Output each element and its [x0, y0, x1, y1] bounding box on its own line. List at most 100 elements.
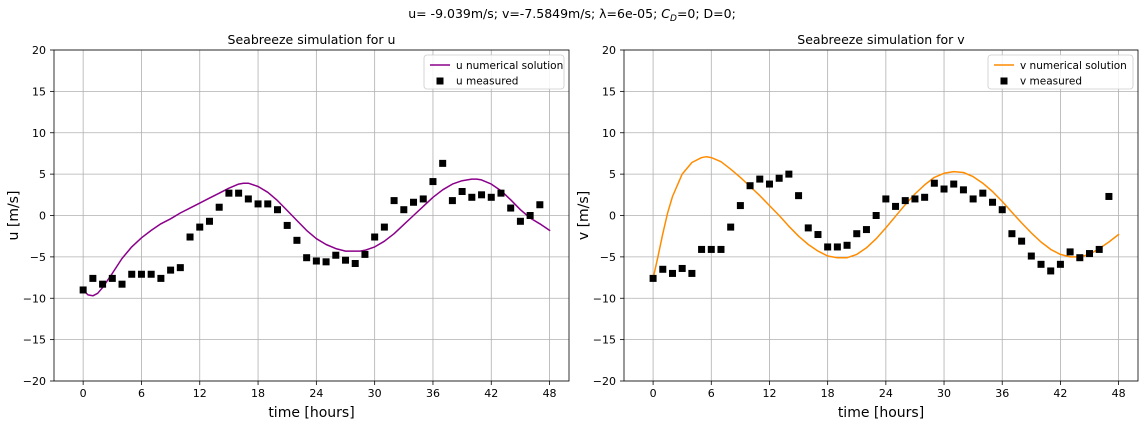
- u-x-tick-label: 12: [193, 387, 207, 400]
- v-measured-point: [1027, 252, 1035, 260]
- u-measured-point: [205, 217, 213, 225]
- u-measured-point: [293, 236, 301, 244]
- u-x-tick-label: 48: [543, 387, 557, 400]
- u-measured-point: [303, 254, 311, 262]
- v-measured-point: [756, 175, 764, 183]
- v-measured-point: [814, 231, 822, 239]
- u-x-tick-label: 30: [368, 387, 382, 400]
- v-measured-point: [1047, 267, 1055, 275]
- u-y-tick-label: −20: [23, 375, 46, 388]
- u-measured-point: [439, 159, 447, 167]
- u-measured-point: [273, 206, 281, 214]
- u-x-tick-label: 36: [426, 387, 440, 400]
- v-measured-point: [911, 195, 919, 203]
- u-x-tick-label: 24: [309, 387, 323, 400]
- v-measured-point: [795, 192, 803, 200]
- u-measured-point: [361, 250, 369, 258]
- v-measured-point: [746, 182, 754, 190]
- u-x-tick-label: 18: [251, 387, 265, 400]
- v-measured-point: [649, 274, 657, 282]
- v-measured-point: [678, 264, 686, 272]
- u-y-tick-label: 5: [39, 168, 46, 181]
- u-measured-point: [458, 188, 466, 196]
- u-x-axis-label: time [hours]: [268, 405, 354, 421]
- u-measured-point: [516, 217, 524, 225]
- u-measured-point: [371, 233, 379, 241]
- v-x-tick-label: 48: [1112, 387, 1126, 400]
- u-measured-point: [89, 274, 97, 282]
- u-measured-point: [429, 178, 437, 186]
- u-measured-point: [176, 264, 184, 272]
- u-measured-point: [79, 286, 87, 294]
- v-measured-point: [862, 226, 870, 234]
- u-measured-point: [225, 189, 233, 197]
- v-measured-point: [901, 197, 909, 205]
- v-measured-point: [921, 193, 929, 201]
- v-measured-point: [765, 180, 773, 188]
- v-y-tick-label: −5: [600, 251, 616, 264]
- u-axes-frame: [53, 49, 570, 382]
- v-measured-point: [668, 269, 676, 277]
- v-measured-point: [824, 243, 832, 251]
- v-measured-point: [717, 245, 725, 253]
- u-x-tick-label: 0: [80, 387, 87, 400]
- v-y-tick-label: −15: [593, 334, 616, 347]
- u-measured-point: [400, 206, 408, 214]
- v-axes-frame: [623, 49, 1139, 382]
- v-legend-label-numerical: v numerical solution: [1020, 60, 1127, 72]
- u-x-tick-label: 6: [138, 387, 145, 400]
- v-measured-point: [688, 269, 696, 277]
- u-measured-point: [147, 270, 155, 278]
- figure-suptitle: u= -9.039m/s; v=-7.5849m/s; λ=6e-05; CD=…: [408, 6, 736, 24]
- v-x-tick-label: 30: [937, 387, 951, 400]
- u-measured-point: [118, 280, 126, 288]
- u-measured-point: [322, 258, 330, 266]
- u-y-axis-label: u [m/s]: [6, 191, 22, 241]
- v-measured-point: [785, 170, 793, 178]
- v-measured-point: [1076, 254, 1084, 262]
- v-measured-point: [979, 189, 987, 197]
- v-y-tick-label: 10: [602, 127, 616, 140]
- u-measured-point: [526, 212, 534, 219]
- v-measured-point: [1086, 250, 1094, 258]
- v-measured-point: [707, 245, 715, 253]
- u-measured-point: [380, 223, 388, 231]
- u-y-tick-label: −15: [23, 334, 46, 347]
- u-legend-marker-swatch: [436, 77, 444, 85]
- u-y-tick-label: 0: [39, 210, 46, 223]
- u-measured-point: [342, 256, 350, 264]
- v-x-tick-label: 36: [995, 387, 1009, 400]
- u-legend-label-measured: u measured: [456, 76, 518, 88]
- v-x-axis-label: time [hours]: [838, 405, 924, 421]
- v-measured-point: [930, 179, 938, 187]
- u-measured-point: [507, 204, 515, 212]
- v-y-axis-label: v [m/s]: [576, 191, 592, 240]
- v-measured-point: [1037, 260, 1045, 268]
- v-measured-point: [959, 186, 967, 194]
- u-measured-point: [487, 193, 495, 201]
- v-measured-point: [1095, 245, 1103, 253]
- u-measured-point: [419, 195, 427, 203]
- u-numerical-solution-line: [82, 178, 551, 297]
- u-measured-point: [264, 200, 272, 208]
- v-measured-point: [998, 206, 1006, 214]
- v-measured-point: [872, 212, 880, 219]
- u-measured-point: [186, 233, 194, 241]
- v-x-tick-label: 0: [650, 387, 657, 400]
- v-measured-point: [989, 198, 997, 206]
- u-measured-point: [478, 191, 486, 199]
- v-measured-point: [950, 180, 958, 188]
- v-measured-point: [1066, 248, 1074, 256]
- u-measured-point: [99, 280, 107, 288]
- u-measured-point: [390, 197, 398, 205]
- v-measured-point: [659, 265, 667, 273]
- u-measured-point: [351, 259, 359, 267]
- u-y-tick-label: −5: [30, 251, 46, 264]
- v-y-tick-label: 5: [609, 168, 616, 181]
- v-measured-point: [698, 245, 706, 253]
- v-measured-point: [1105, 192, 1113, 200]
- u-legend-label-numerical: u numerical solution: [456, 60, 563, 72]
- v-numerical-solution-line: [652, 155, 1120, 280]
- u-y-tick-label: −10: [23, 292, 46, 305]
- u-measured-point: [167, 266, 175, 274]
